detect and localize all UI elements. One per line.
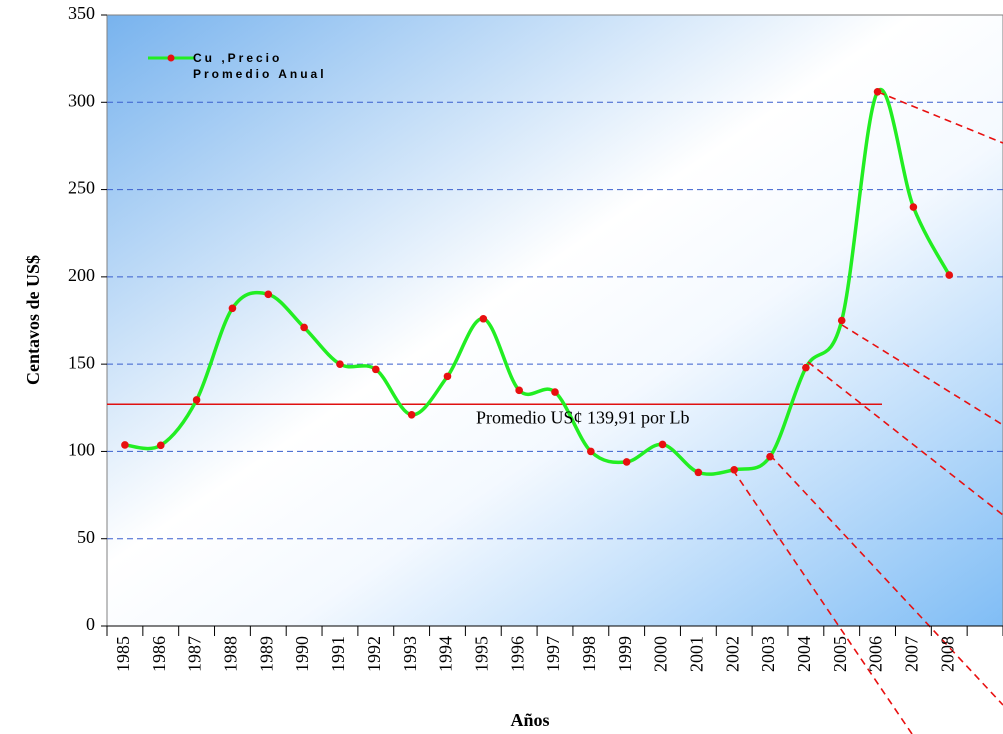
x-axis-label: Años: [510, 710, 549, 730]
point: [228, 304, 237, 313]
y-tick-label: 150: [68, 352, 95, 372]
projection-line: [732, 469, 913, 734]
legend: Cu ,Precio Promedio Anual: [148, 51, 327, 81]
point: [587, 447, 595, 456]
projection-line: [877, 91, 1003, 144]
x-tick-label: 1997: [543, 636, 563, 672]
point: [407, 410, 416, 419]
projection-lines: [732, 91, 1003, 734]
marks: [107, 87, 954, 477]
point: [551, 388, 559, 396]
x-tick-label: 1991: [328, 636, 348, 672]
x-tick-label: 2003: [758, 636, 778, 672]
projection-line: [841, 324, 1003, 426]
y-tick-label: 100: [68, 440, 95, 460]
x-tick-label: 2007: [902, 636, 922, 672]
point: [192, 396, 201, 404]
point: [730, 465, 738, 474]
point: [515, 386, 523, 395]
x-tick-label: 2006: [866, 636, 886, 672]
x-tick-label: 1986: [149, 636, 169, 672]
x-tick-label: 1985: [113, 636, 133, 672]
y-tick-label: 300: [68, 90, 95, 110]
point: [802, 363, 810, 372]
point: [909, 203, 918, 211]
projection-line: [769, 454, 1003, 706]
x-tick-label: 1994: [436, 636, 456, 672]
y-axis-label: Centavos de US$: [23, 255, 43, 385]
x-tick-label: 1988: [221, 636, 241, 672]
y-tick-label: 200: [68, 265, 95, 285]
x-tick-label: 1992: [364, 636, 384, 672]
legend-label: Cu ,Precio Promedio Anual: [193, 51, 327, 81]
x-tick-label: 2000: [651, 636, 671, 672]
legend-marker: [167, 54, 175, 62]
plot-area: [106, 14, 1003, 627]
point: [443, 372, 452, 381]
x-tick-label: 2005: [830, 636, 850, 672]
point: [300, 323, 308, 332]
point: [622, 458, 631, 466]
point: [945, 271, 954, 279]
point: [264, 290, 273, 299]
x-tick-label: 1990: [292, 636, 312, 672]
x-tick-label: 2002: [722, 636, 742, 672]
y-tick-label: 0: [86, 614, 95, 634]
y-tick-label: 250: [68, 178, 95, 198]
reference-label: Promedio US¢ 139,91 por Lb: [476, 407, 690, 427]
point: [479, 314, 488, 323]
legend-label-box: Cu ,Precio Promedio Anual: [193, 51, 327, 81]
point: [837, 316, 846, 325]
point: [694, 468, 703, 477]
point: [336, 360, 344, 368]
point: [372, 365, 380, 374]
x-tick-label: 2008: [937, 636, 957, 672]
x-tick-label: 1999: [615, 636, 635, 672]
point: [156, 441, 165, 450]
point: [658, 440, 667, 449]
point: [121, 441, 129, 449]
x-tick-label: 1996: [507, 636, 527, 672]
x-tick-label: 1995: [471, 636, 491, 672]
projection-line: [807, 361, 1003, 516]
y-tick-label: 350: [68, 3, 95, 23]
x-tick-label: 1989: [256, 636, 276, 672]
point: [766, 452, 774, 461]
y-tick-label: 50: [77, 527, 95, 547]
x-tick-label: 2001: [686, 636, 706, 672]
x-tick-label: 1987: [185, 636, 205, 672]
point: [873, 88, 882, 96]
x-tick-label: 1998: [579, 636, 599, 672]
x-tick-label: 1993: [400, 636, 420, 672]
x-tick-label: 2004: [794, 636, 814, 672]
